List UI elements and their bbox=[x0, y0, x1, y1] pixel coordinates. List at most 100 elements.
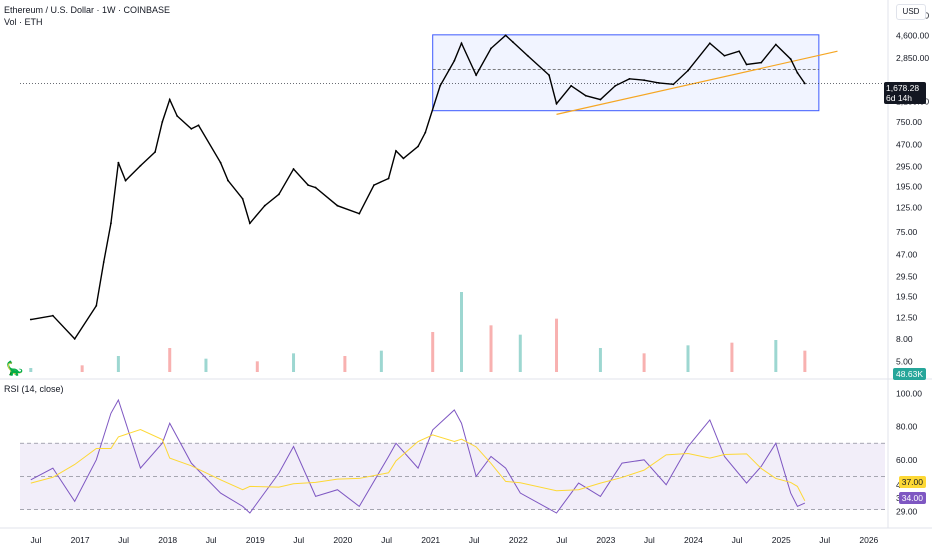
price-point bbox=[73, 337, 76, 340]
price-point bbox=[774, 43, 777, 46]
volume-bar bbox=[489, 325, 493, 372]
price-point bbox=[154, 151, 156, 153]
volume-bar bbox=[598, 348, 602, 372]
price-tick-label: 47.00 bbox=[896, 249, 918, 259]
volume-bar bbox=[803, 350, 807, 372]
price-point bbox=[29, 318, 32, 321]
volume-bar bbox=[555, 318, 559, 372]
price-point bbox=[614, 84, 617, 87]
price-point bbox=[760, 61, 763, 64]
price-point bbox=[168, 98, 171, 101]
price-point bbox=[672, 83, 675, 86]
rsi-tick-label: 100.00 bbox=[896, 388, 922, 398]
price-point bbox=[241, 197, 244, 200]
time-tick-label: 2024 bbox=[684, 535, 703, 545]
time-tick-label: Jul bbox=[206, 535, 217, 545]
price-point bbox=[336, 204, 339, 207]
price-tick-label: 750.00 bbox=[896, 117, 922, 127]
price-point bbox=[227, 179, 229, 182]
volume-bar bbox=[168, 348, 172, 372]
bar-countdown: 6d 14h bbox=[886, 93, 912, 103]
price-point bbox=[526, 54, 529, 57]
time-tick-label: Jul bbox=[118, 535, 129, 545]
price-tick-label: 75.00 bbox=[896, 227, 918, 237]
time-tick-label: Jul bbox=[556, 535, 567, 545]
price-tick-label: 470.00 bbox=[896, 139, 922, 149]
price-point bbox=[373, 184, 375, 187]
time-tick-label: 2021 bbox=[421, 535, 440, 545]
time-tick-label: 2018 bbox=[158, 535, 177, 545]
price-point bbox=[555, 102, 558, 105]
volume-tag: 48.63K bbox=[893, 368, 926, 380]
volume-bar bbox=[343, 356, 347, 372]
time-tick-label: 2022 bbox=[509, 535, 528, 545]
rsi-tick-label: 29.00 bbox=[896, 506, 918, 516]
price-point bbox=[197, 124, 200, 127]
chart-title: Ethereum / U.S. Dollar · 1W · COINBASE bbox=[4, 5, 171, 15]
volume-bar bbox=[379, 350, 383, 372]
price-tick-label: 295.00 bbox=[896, 162, 922, 172]
price-point bbox=[402, 157, 405, 160]
price-point bbox=[219, 161, 222, 164]
rsi-ma-tag: 37.00 bbox=[898, 476, 926, 488]
price-point bbox=[248, 222, 251, 225]
trendline bbox=[556, 50, 838, 115]
current-price: 1,678.28 bbox=[886, 83, 920, 93]
price-point bbox=[387, 177, 390, 180]
price-point bbox=[453, 59, 456, 62]
price-point bbox=[263, 204, 266, 207]
price-tick-label: 4,600.00 bbox=[896, 30, 929, 40]
price-point bbox=[504, 34, 507, 37]
price-point bbox=[599, 98, 602, 101]
price-point bbox=[307, 184, 310, 187]
price-point bbox=[723, 54, 726, 57]
currency-button[interactable]: USD bbox=[896, 4, 926, 20]
volume-bar bbox=[80, 365, 84, 372]
price-point bbox=[95, 304, 98, 307]
price-point bbox=[417, 145, 419, 148]
volume-bar bbox=[116, 356, 120, 372]
price-series-line bbox=[30, 34, 806, 341]
price-point bbox=[424, 131, 427, 134]
price-point bbox=[738, 50, 741, 53]
price-point bbox=[628, 77, 631, 80]
volume-bar bbox=[459, 292, 463, 372]
time-tick-label: Jul bbox=[732, 535, 743, 545]
rsi-tick-label: 60.00 bbox=[896, 455, 918, 465]
price-point bbox=[803, 82, 806, 85]
time-tick-label: Jul bbox=[31, 535, 42, 545]
price-point bbox=[490, 47, 492, 50]
volume-label: Vol · ETH bbox=[4, 17, 43, 27]
price-point bbox=[548, 74, 550, 77]
price-point bbox=[475, 74, 478, 77]
price-point bbox=[117, 161, 120, 164]
price-tick-label: 8.00 bbox=[896, 334, 913, 344]
price-point bbox=[511, 41, 514, 43]
current-price-box: 1,678.28 6d 14h bbox=[884, 82, 926, 104]
volume-bar bbox=[204, 358, 208, 372]
time-tick-label: Jul bbox=[819, 535, 830, 545]
rsi-line bbox=[30, 398, 806, 514]
time-tick-label: Jul bbox=[469, 535, 480, 545]
price-point bbox=[745, 63, 748, 66]
volume-bar bbox=[642, 353, 646, 372]
price-point bbox=[708, 42, 711, 45]
price-point bbox=[190, 127, 193, 130]
price-tick-label: 12.50 bbox=[896, 313, 918, 323]
price-tick-label: 5.00 bbox=[896, 356, 913, 366]
price-point bbox=[657, 82, 660, 84]
time-tick-label: Jul bbox=[293, 535, 304, 545]
time-tick-label: 2025 bbox=[772, 535, 791, 545]
time-tick-label: Jul bbox=[381, 535, 392, 545]
price-point bbox=[110, 222, 112, 225]
rsi-low-tag: 34.00 bbox=[898, 492, 926, 504]
time-tick-label: 2023 bbox=[596, 535, 615, 545]
channel-rectangle bbox=[432, 34, 820, 112]
volume-bar bbox=[431, 332, 435, 372]
price-tick-label: 19.50 bbox=[896, 291, 918, 301]
price-point bbox=[395, 149, 397, 152]
price-point bbox=[584, 94, 587, 97]
price-point bbox=[314, 186, 317, 189]
price-point bbox=[358, 212, 361, 215]
